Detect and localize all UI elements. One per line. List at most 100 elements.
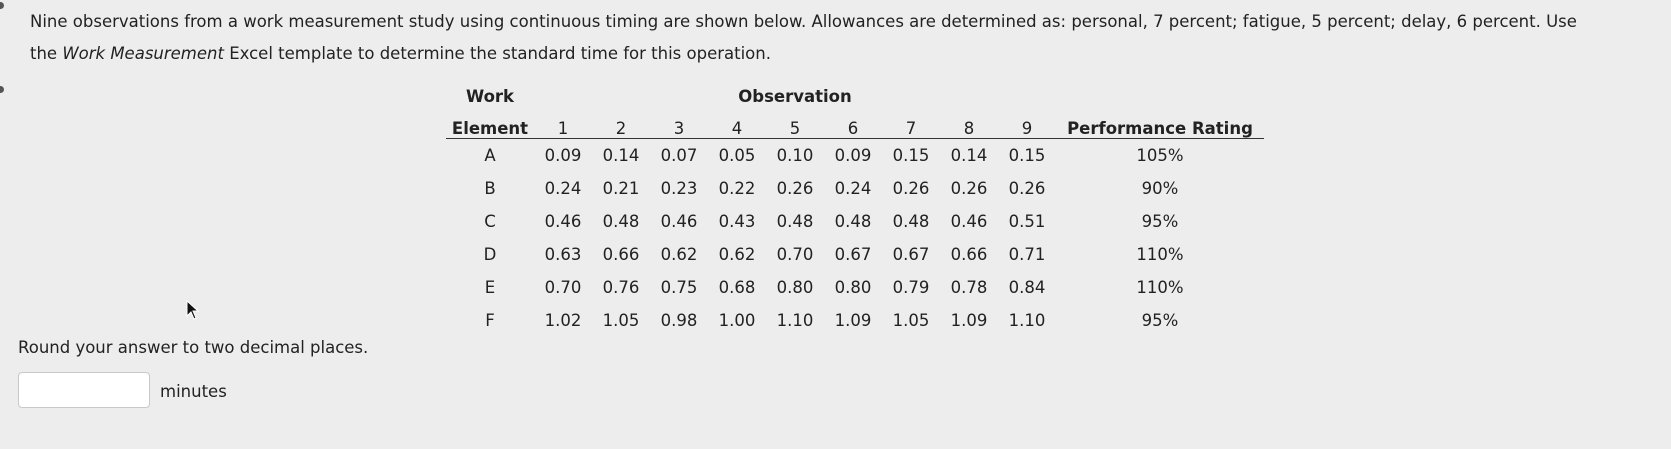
question-line-2-start: the [30, 44, 63, 63]
observation-value: 0.07 [660, 146, 698, 165]
table-body: A 0.09 0.14 0.07 0.05 0.10 0.09 0.15 0.1… [446, 139, 1264, 338]
observation-value: 0.67 [834, 245, 872, 264]
obs-number: 4 [731, 119, 743, 138]
observation-value: 0.62 [718, 245, 756, 264]
observation-value: 0.10 [776, 146, 814, 165]
table-row: D 0.63 0.66 0.62 0.62 0.70 0.67 0.67 0.6… [446, 238, 1264, 271]
header-performance-rating: Performance Rating [1067, 119, 1253, 138]
observation-value: 0.46 [950, 212, 988, 231]
rounding-instruction: Round your answer to two decimal places. [18, 338, 369, 357]
bullet-icon [0, 86, 4, 93]
observation-value: 0.22 [718, 179, 756, 198]
obs-number: 3 [673, 119, 685, 138]
observation-value: 1.10 [1008, 311, 1046, 330]
observation-value: 0.26 [776, 179, 814, 198]
performance-rating: 110% [1136, 278, 1184, 297]
observation-value: 0.14 [602, 146, 640, 165]
obs-number: 1 [557, 119, 569, 138]
question-line-1: Nine observations from a work measuremen… [30, 12, 1577, 31]
table-row: B 0.24 0.21 0.23 0.22 0.26 0.24 0.26 0.2… [446, 172, 1264, 205]
observation-value: 0.66 [602, 245, 640, 264]
observation-value: 1.00 [718, 311, 756, 330]
observation-value: 0.75 [660, 278, 698, 297]
obs-number: 6 [847, 119, 859, 138]
observation-value: 0.15 [892, 146, 930, 165]
observation-value: 0.48 [602, 212, 640, 231]
obs-number: 9 [1021, 119, 1033, 138]
table-row: E 0.70 0.76 0.75 0.68 0.80 0.80 0.79 0.7… [446, 271, 1264, 304]
element-label: F [485, 311, 495, 330]
observation-value: 0.26 [1008, 179, 1046, 198]
observation-value: 0.46 [660, 212, 698, 231]
observation-value: 0.63 [544, 245, 582, 264]
observation-value: 0.80 [834, 278, 872, 297]
performance-rating: 105% [1136, 146, 1184, 165]
observation-value: 0.62 [660, 245, 698, 264]
observation-value: 0.24 [544, 179, 582, 198]
observation-value: 0.46 [544, 212, 582, 231]
observation-value: 0.98 [660, 311, 698, 330]
header-observation: Observation [738, 87, 852, 106]
obs-number: 5 [789, 119, 801, 138]
observation-value: 0.67 [892, 245, 930, 264]
performance-rating: 110% [1136, 245, 1184, 264]
performance-rating: 95% [1141, 311, 1179, 330]
observation-value: 0.24 [834, 179, 872, 198]
performance-rating: 90% [1141, 179, 1179, 198]
observation-value: 0.26 [950, 179, 988, 198]
observation-table: Work Observation Element 1 2 3 4 5 6 7 8… [446, 76, 1264, 337]
table-header-row-1: Work Observation [446, 76, 1264, 106]
question-line-2: the Work Measurement Excel template to d… [30, 38, 1660, 70]
table-header-row-2: Element 1 2 3 4 5 6 7 8 9 Performance Ra… [446, 106, 1264, 139]
observation-value: 0.05 [718, 146, 756, 165]
observation-value: 0.43 [718, 212, 756, 231]
mouse-pointer-icon [186, 300, 200, 320]
table-row: C 0.46 0.48 0.46 0.43 0.48 0.48 0.48 0.4… [446, 205, 1264, 238]
obs-number: 7 [905, 119, 917, 138]
observation-value: 0.14 [950, 146, 988, 165]
obs-number: 8 [963, 119, 975, 138]
table-row: A 0.09 0.14 0.07 0.05 0.10 0.09 0.15 0.1… [446, 139, 1264, 173]
observation-value: 0.66 [950, 245, 988, 264]
observation-value: 0.48 [776, 212, 814, 231]
element-label: C [484, 212, 496, 231]
left-edge-markers [0, 0, 6, 110]
observation-value: 0.09 [544, 146, 582, 165]
observation-value: 1.05 [602, 311, 640, 330]
observation-value: 0.79 [892, 278, 930, 297]
observation-value: 0.51 [1008, 212, 1046, 231]
observation-value: 0.48 [834, 212, 872, 231]
observation-value: 0.68 [718, 278, 756, 297]
observation-value: 0.23 [660, 179, 698, 198]
observation-value: 1.02 [544, 311, 582, 330]
header-work: Work [465, 87, 515, 106]
observation-value: 0.76 [602, 278, 640, 297]
question-line-2-end: Excel template to determine the standard… [223, 44, 771, 63]
observation-value: 0.78 [950, 278, 988, 297]
observation-value: 1.09 [950, 311, 988, 330]
obs-number: 2 [615, 119, 627, 138]
answer-unit-label: minutes [160, 382, 227, 401]
observation-value: 0.21 [602, 179, 640, 198]
question-text: Nine observations from a work measuremen… [30, 6, 1660, 70]
observation-value: 1.09 [834, 311, 872, 330]
element-label: A [484, 146, 496, 165]
observation-value: 0.70 [776, 245, 814, 264]
header-element: Element [451, 119, 529, 138]
bullet-icon [0, 2, 4, 9]
performance-rating: 95% [1141, 212, 1179, 231]
element-label: E [484, 278, 496, 297]
observation-value: 0.84 [1008, 278, 1046, 297]
observation-value: 0.70 [544, 278, 582, 297]
observation-value: 0.71 [1008, 245, 1046, 264]
element-label: B [484, 179, 496, 198]
observation-value: 0.80 [776, 278, 814, 297]
observation-value: 1.10 [776, 311, 814, 330]
observation-value: 0.48 [892, 212, 930, 231]
observation-value: 0.15 [1008, 146, 1046, 165]
observation-value: 0.09 [834, 146, 872, 165]
template-name: Work Measurement [62, 44, 224, 63]
observation-value: 1.05 [892, 311, 930, 330]
observation-value: 0.26 [892, 179, 930, 198]
standard-time-answer-input[interactable] [18, 372, 150, 408]
